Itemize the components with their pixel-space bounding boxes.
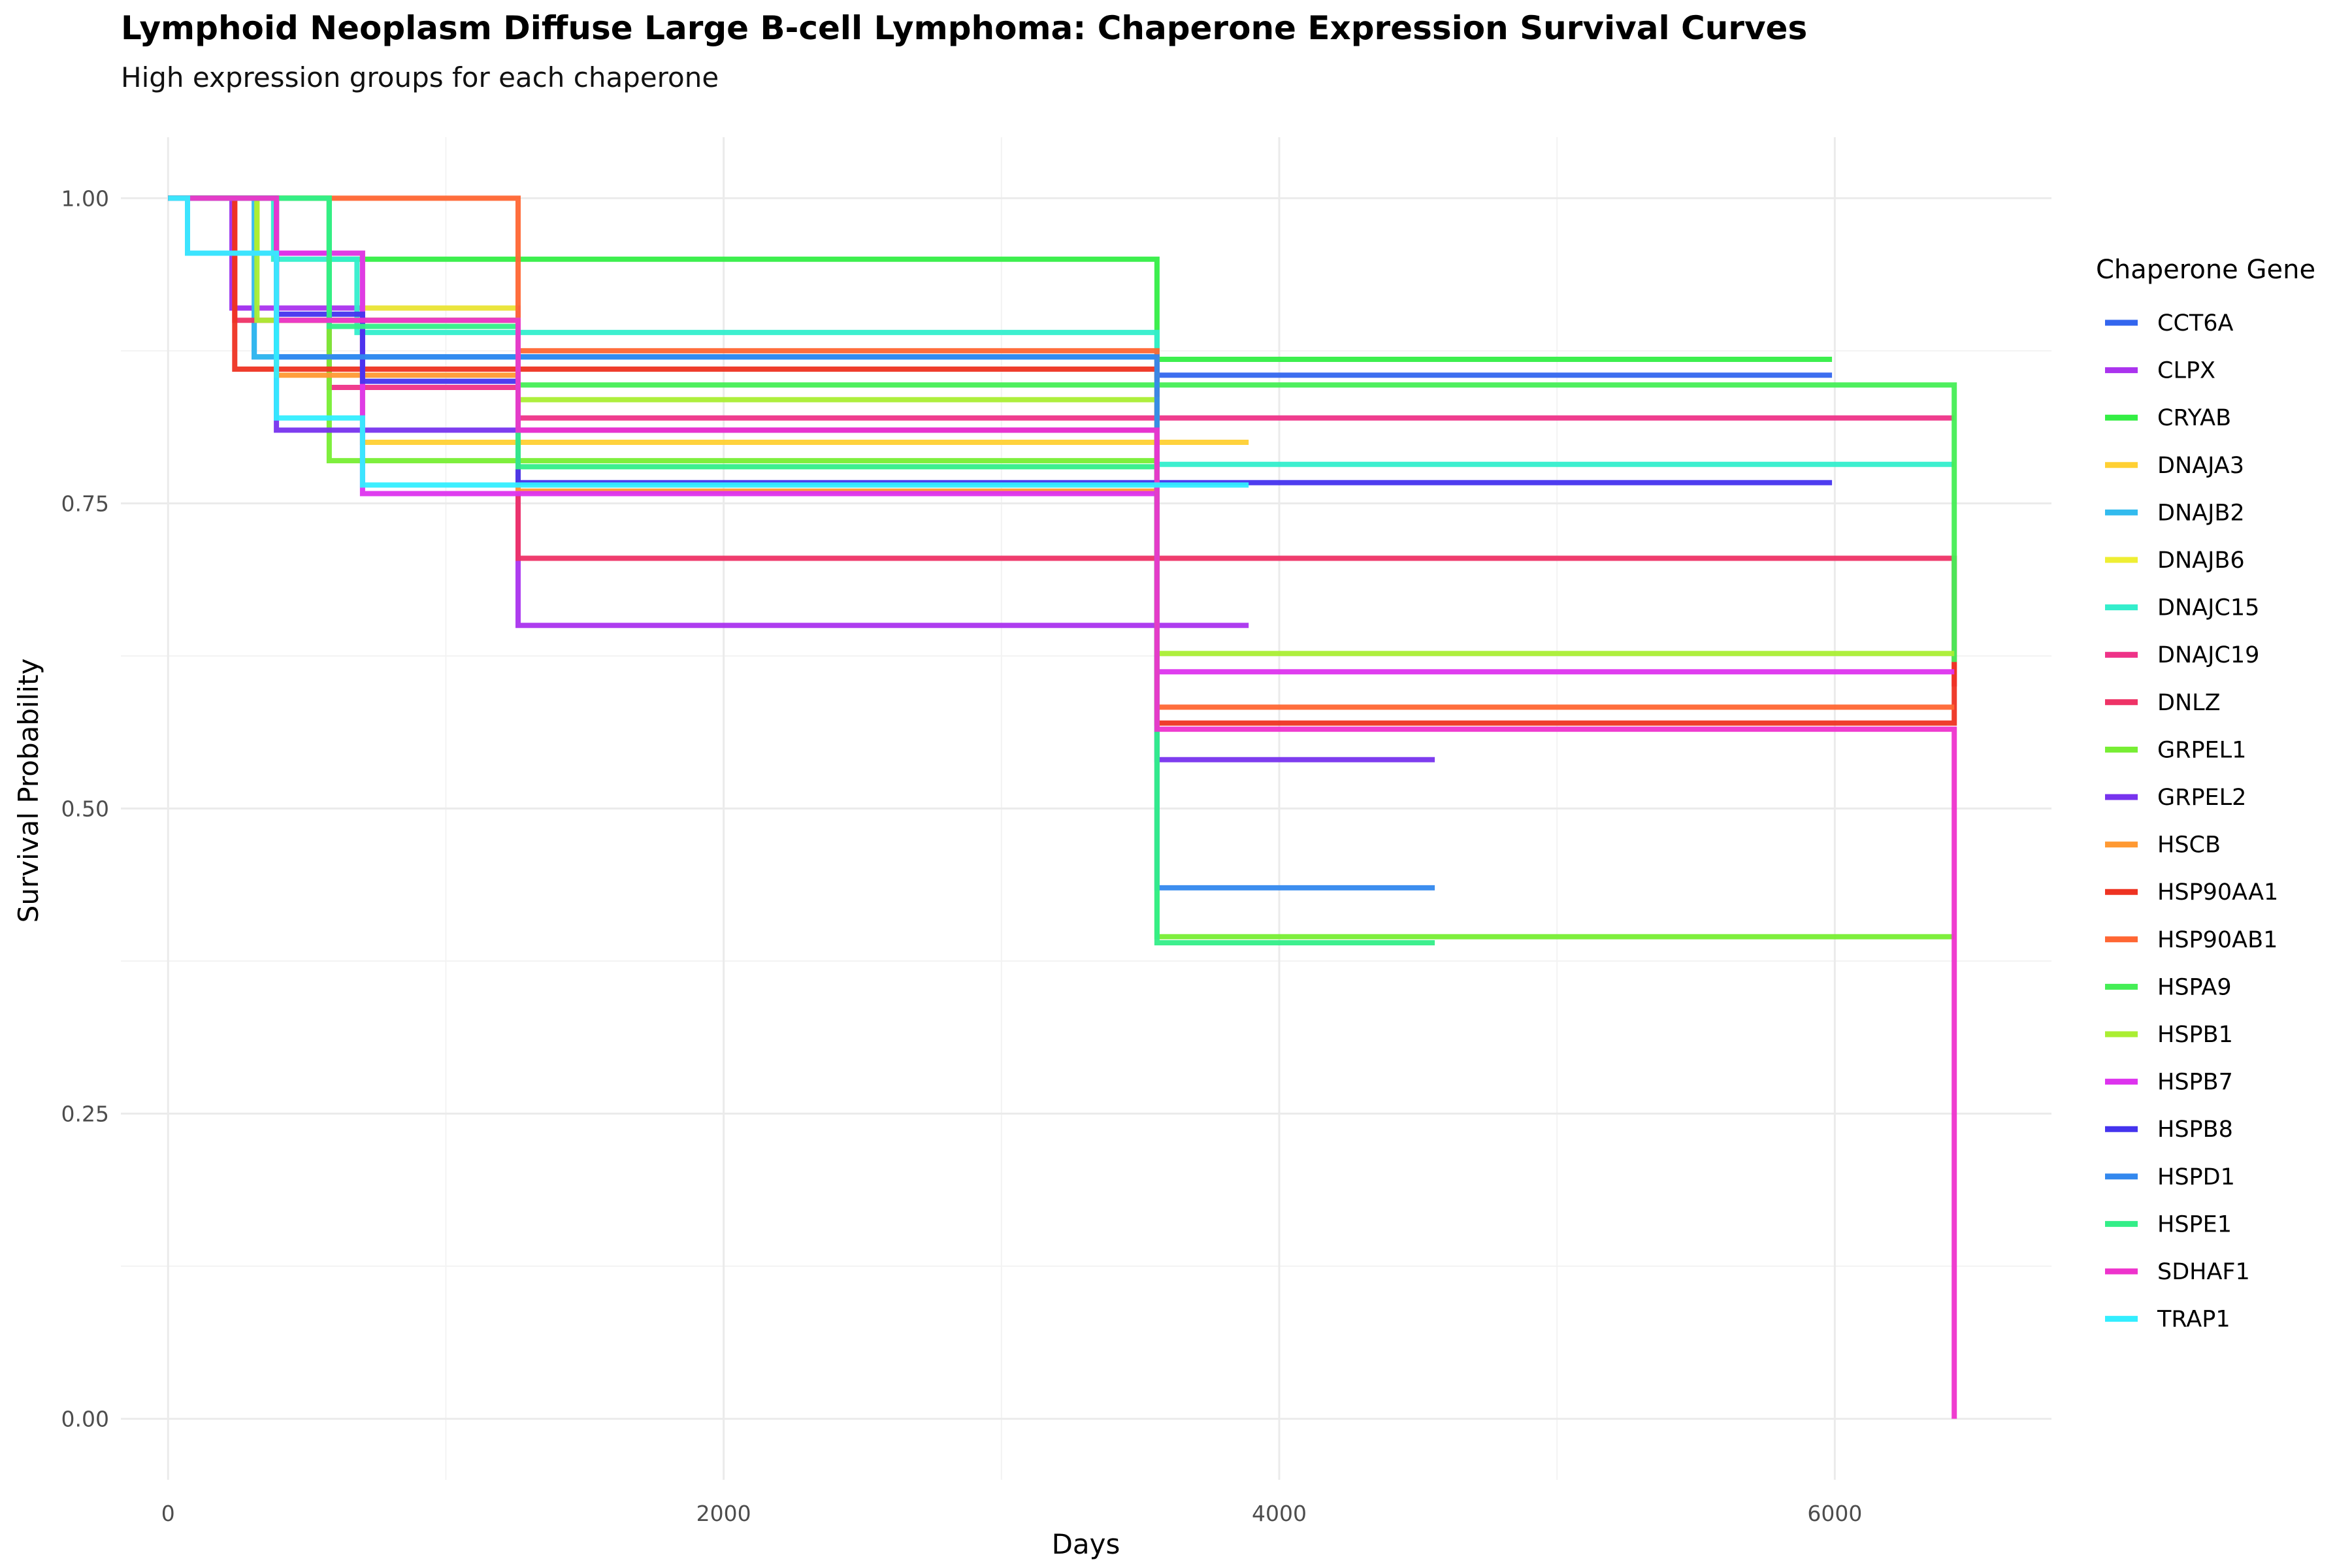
legend-label-trap1: TRAP1	[2157, 1307, 2230, 1333]
legend-items: CCT6A CLPX CRYAB DNAJA3 DNAJB2 DNAJB6 DNAJC15 D…	[2105, 310, 2278, 1333]
chart-subtitle: High expression groups for each chaperon…	[121, 61, 719, 93]
legend-label-hspb1: HSPB1	[2157, 1022, 2233, 1048]
legend-label-hspb8: HSPB8	[2157, 1117, 2233, 1143]
series-line-cryab	[168, 195, 1833, 362]
legend-label-dnajc15: DNAJC15	[2157, 595, 2259, 621]
legend-label-grpel2: GRPEL2	[2157, 785, 2246, 811]
series-line-trap1	[168, 195, 1249, 488]
series-line-hsp90ab1	[168, 195, 1955, 710]
legend-label-hspa9: HSPA9	[2157, 974, 2232, 1000]
chart-title: Lymphoid Neoplasm Diffuse Large B-cell L…	[121, 9, 1807, 47]
legend-label-dnajc19: DNAJC19	[2157, 642, 2259, 668]
x-tick-label: 0	[161, 1501, 175, 1526]
legend-label-cct6a: CCT6A	[2157, 310, 2234, 336]
y-tick-label: 1.00	[61, 186, 109, 211]
legend-label-cryab: CRYAB	[2157, 405, 2231, 431]
series-layer	[168, 195, 1957, 1419]
legend-label-dnaja3: DNAJA3	[2157, 453, 2244, 479]
legend-label-grpel1: GRPEL1	[2157, 737, 2246, 763]
legend-label-dnajb6: DNAJB6	[2157, 547, 2245, 574]
x-tick-label: 4000	[1252, 1501, 1307, 1526]
legend-label-dnlz: DNLZ	[2157, 690, 2221, 716]
legend-label-hscb: HSCB	[2157, 832, 2221, 858]
y-tick-label: 0.50	[61, 796, 109, 822]
legend: Chaperone Gene CCT6A CLPX CRYAB DNAJA3 DNAJB…	[2096, 255, 2315, 1333]
series-line-hscb	[168, 195, 1157, 494]
legend-title: Chaperone Gene	[2096, 255, 2315, 285]
x-axis-ticks: 0 2000 4000 6000	[161, 1501, 1863, 1526]
y-tick-label: 0.75	[61, 491, 109, 516]
grid-lines	[121, 137, 2051, 1480]
x-tick-label: 2000	[696, 1501, 751, 1526]
y-axis-ticks: 0.00 0.25 0.50 0.75 1.00	[61, 186, 109, 1431]
legend-label-hsp90ab1: HSP90AB1	[2157, 927, 2278, 953]
series-line-dnajc15	[168, 195, 1955, 467]
y-tick-label: 0.00	[61, 1407, 109, 1432]
legend-label-hspd1: HSPD1	[2157, 1164, 2235, 1190]
y-axis-title: Survival Probability	[12, 659, 44, 923]
x-tick-label: 6000	[1807, 1501, 1862, 1526]
legend-label-hsp90aa1: HSP90AA1	[2157, 879, 2278, 906]
series-line-hspb1	[168, 195, 1955, 657]
legend-label-clpx: CLPX	[2157, 358, 2215, 384]
legend-label-hspe1: HSPE1	[2157, 1211, 2232, 1237]
legend-label-sdhaf1: SDHAF1	[2157, 1259, 2250, 1285]
x-axis-title: Days	[1052, 1528, 1120, 1560]
series-line-hspb7	[168, 195, 1955, 675]
y-tick-label: 0.25	[61, 1102, 109, 1127]
legend-label-hspb7: HSPB7	[2157, 1070, 2233, 1096]
legend-label-dnajb2: DNAJB2	[2157, 500, 2245, 526]
